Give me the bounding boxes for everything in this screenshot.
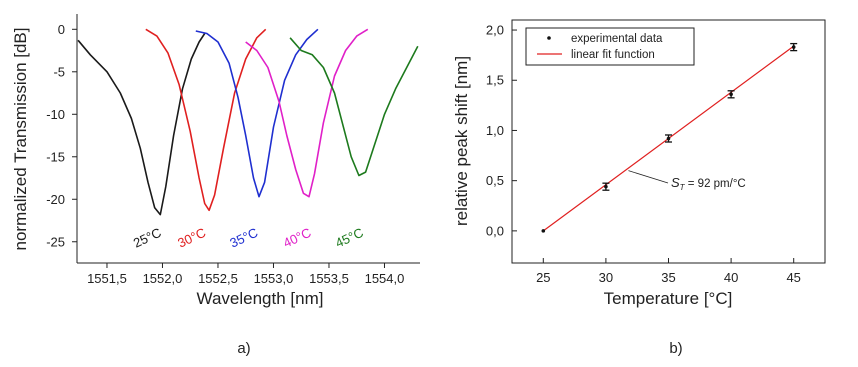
a-x-tick-label: 1554,0 — [365, 271, 405, 286]
a-x-tick-label: 1551,5 — [87, 271, 127, 286]
b-legend-item-fit: linear fit function — [571, 49, 655, 61]
b-x-tick-label: 35 — [661, 270, 675, 285]
a-series-line — [77, 33, 206, 216]
a-series-line — [145, 28, 267, 212]
b-x-tick-label: 45 — [786, 270, 800, 285]
b-y-tick-label: 1,0 — [486, 123, 504, 138]
a-temperature-label: 45°C — [333, 225, 366, 251]
b-data-point — [729, 92, 733, 97]
b-x-ticks: 25 30 35 40 45 — [536, 258, 801, 285]
b-x-axis-label: Temperature [°C] — [604, 289, 733, 308]
b-y-tick-label: 0,0 — [486, 223, 504, 238]
a-y-tick-label: 0 — [58, 22, 65, 37]
b-panel-label: b) — [669, 340, 682, 357]
a-temperature-labels: 25°C 30°C 35°C 40°C 45°C — [131, 225, 366, 251]
a-x-tick-label: 1552,5 — [198, 271, 238, 286]
b-data-point — [604, 184, 608, 189]
a-y-tick-label: -15 — [46, 149, 65, 164]
a-y-tick-label: -20 — [46, 192, 65, 207]
a-series-line — [289, 37, 419, 177]
a-y-ticks: 0 -5 -10 -15 -20 -25 — [46, 22, 77, 249]
b-x-tick-label: 30 — [599, 270, 613, 285]
a-series-line — [245, 28, 369, 198]
a-y-axis-label: normalized Transmission [dB] — [11, 28, 30, 251]
b-annotation-symbol: S — [671, 175, 680, 190]
b-y-axis-label: relative peak shift [nm] — [452, 56, 471, 226]
a-x-tick-label: 1553,5 — [309, 271, 349, 286]
a-x-ticks: 1551,5 1552,0 1552,5 1553,0 1553,5 1554,0 — [87, 263, 404, 286]
a-x-tick-label: 1553,0 — [254, 271, 294, 286]
a-x-tick-label: 1552,0 — [143, 271, 183, 286]
b-x-tick-label: 25 — [536, 270, 550, 285]
b-annotation-value: = 92 pm/°C — [685, 178, 746, 190]
b-data-point — [791, 45, 796, 49]
a-temperature-label: 25°C — [131, 225, 164, 251]
b-annotation-subscript: T — [680, 183, 686, 192]
b-x-tick-label: 40 — [724, 270, 738, 285]
b-legend: experimental data linear fit function — [525, 27, 695, 66]
a-temperature-label: 35°C — [227, 225, 260, 251]
a-y-tick-label: -25 — [46, 234, 65, 249]
b-y-tick-label: 1,5 — [486, 73, 504, 88]
b-data-point — [541, 229, 546, 233]
b-legend-item-data: experimental data — [571, 33, 663, 45]
b-data-points — [541, 42, 798, 233]
b-y-ticks: 0,0 0,5 1,0 1,5 2,0 — [486, 23, 517, 238]
a-x-axis-label: Wavelength [nm] — [197, 289, 324, 308]
a-temperature-label: 40°C — [281, 225, 314, 251]
a-y-tick-label: -5 — [53, 64, 65, 79]
b-legend-dot-marker — [547, 36, 551, 40]
b-annotation-arrow — [628, 170, 669, 184]
b-y-tick-label: 0,5 — [486, 173, 504, 188]
b-data-point — [666, 136, 671, 141]
b-annotation-text: ST = 92 pm/°C — [671, 175, 746, 192]
a-y-tick-label: -10 — [46, 107, 65, 122]
b-legend-box — [525, 27, 695, 66]
transmission-chart: 0 -5 -10 -15 -20 -25 1551,5 1552,0 1552,5 1553,0… — [11, 14, 420, 357]
b-sensitivity-annotation: ST = 92 pm/°C — [628, 170, 746, 192]
peak-shift-chart: 0,0 0,5 1,0 1,5 2,0 25 30 35 40 45 experimental … — [452, 19, 826, 357]
a-series-line — [195, 28, 319, 198]
b-y-tick-label: 2,0 — [486, 23, 504, 38]
a-temperature-label: 30°C — [175, 225, 208, 251]
a-series — [77, 28, 419, 216]
a-panel-label: a) — [237, 340, 250, 357]
